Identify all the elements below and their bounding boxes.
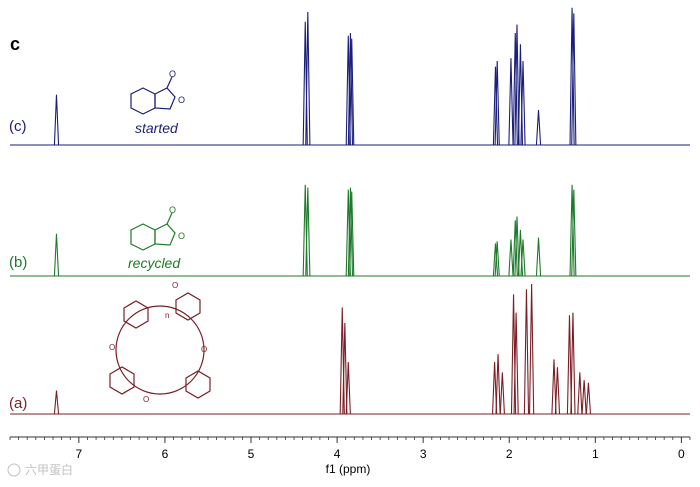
nmr-peak bbox=[577, 372, 583, 415]
nmr-peak bbox=[566, 315, 573, 415]
nmr-peak bbox=[520, 60, 526, 146]
nmr-peak bbox=[508, 239, 514, 277]
x-tick-label: 3 bbox=[420, 447, 427, 461]
caption-recycled: recycled bbox=[128, 255, 181, 271]
x-tick-label: 0 bbox=[678, 447, 685, 461]
nmr-peak bbox=[495, 354, 501, 415]
nmr-peak bbox=[499, 372, 505, 415]
nmr-peak bbox=[571, 189, 577, 277]
carbonyl-oxygen-label: O bbox=[172, 281, 178, 290]
nmr-peak bbox=[347, 32, 354, 146]
caption-started: started bbox=[135, 120, 179, 136]
carbonyl-oxygen-label: O bbox=[169, 69, 176, 79]
nmr-peak bbox=[494, 241, 500, 277]
series-label-b: (b) bbox=[9, 254, 27, 271]
lactone-structure-b: O O bbox=[130, 205, 185, 251]
ring-oxygen-label: O bbox=[178, 231, 185, 241]
nmr-peak bbox=[520, 239, 526, 277]
nmr-peak bbox=[345, 361, 351, 415]
carbonyl-oxygen-label: O bbox=[169, 205, 176, 215]
nmr-peak bbox=[523, 289, 530, 415]
repeat-index-label: n bbox=[165, 311, 169, 320]
nmr-peak bbox=[512, 220, 518, 277]
nmr-peak bbox=[345, 189, 351, 277]
nmr-peak bbox=[512, 32, 518, 146]
watermark-icon bbox=[7, 463, 21, 477]
nmr-peak bbox=[581, 380, 587, 415]
watermark: 六甲蛋白 bbox=[7, 462, 73, 477]
nmr-peak bbox=[554, 367, 561, 415]
nmr-peak bbox=[569, 7, 575, 146]
series-label-a: (a) bbox=[9, 395, 27, 412]
nmr-peak bbox=[571, 13, 577, 146]
nmr-peak bbox=[585, 382, 592, 415]
ester-oxygen-label: O bbox=[143, 395, 149, 404]
nmr-peak bbox=[514, 216, 520, 277]
nmr-peak bbox=[535, 237, 542, 277]
x-axis: 7 6 5 4 3 2 1 0 bbox=[9, 436, 691, 461]
nmr-peak bbox=[492, 66, 499, 146]
nmr-peak bbox=[342, 322, 348, 415]
nmr-peak bbox=[514, 24, 520, 146]
spectrum-c bbox=[10, 7, 690, 146]
ester-oxygen-label: O bbox=[201, 345, 207, 354]
nmr-peak bbox=[491, 361, 498, 415]
nmr-peak bbox=[305, 187, 311, 277]
nmr-peak bbox=[494, 60, 500, 146]
nmr-peak bbox=[570, 312, 576, 415]
nmr-peak bbox=[349, 38, 355, 146]
nmr-peak bbox=[347, 187, 354, 277]
nmr-peak bbox=[53, 390, 60, 415]
nmr-peak bbox=[529, 283, 535, 415]
spectrum-a bbox=[10, 283, 690, 415]
nmr-peak bbox=[551, 359, 557, 415]
nmr-peak bbox=[53, 94, 60, 146]
nmr-peak bbox=[53, 233, 60, 277]
nmr-peak bbox=[345, 35, 351, 146]
macrocycle-structure-a: O O O O n bbox=[109, 281, 211, 404]
x-axis-title: f1 (ppm) bbox=[326, 462, 371, 476]
x-tick-label: 1 bbox=[592, 447, 599, 461]
series-label-c: (c) bbox=[9, 118, 27, 135]
nmr-peak bbox=[569, 184, 575, 277]
watermark-text: 六甲蛋白 bbox=[25, 462, 73, 477]
nmr-peak bbox=[535, 109, 542, 146]
ester-oxygen-label: O bbox=[109, 343, 115, 352]
panel-label: c bbox=[10, 34, 20, 54]
x-tick-label: 2 bbox=[506, 447, 513, 461]
nmr-peak bbox=[492, 243, 499, 277]
nmr-peak bbox=[513, 312, 519, 415]
x-tick-label: 4 bbox=[334, 447, 341, 461]
lactone-structure-c: O O bbox=[130, 69, 185, 115]
nmr-peak bbox=[508, 58, 514, 146]
ring-oxygen-label: O bbox=[178, 95, 185, 105]
x-tick-label: 6 bbox=[162, 447, 169, 461]
x-tick-label: 7 bbox=[76, 447, 83, 461]
nmr-peak bbox=[305, 11, 311, 146]
nmr-peak bbox=[349, 191, 355, 277]
x-tick-label: 5 bbox=[248, 447, 255, 461]
spectrum-b bbox=[10, 184, 690, 277]
